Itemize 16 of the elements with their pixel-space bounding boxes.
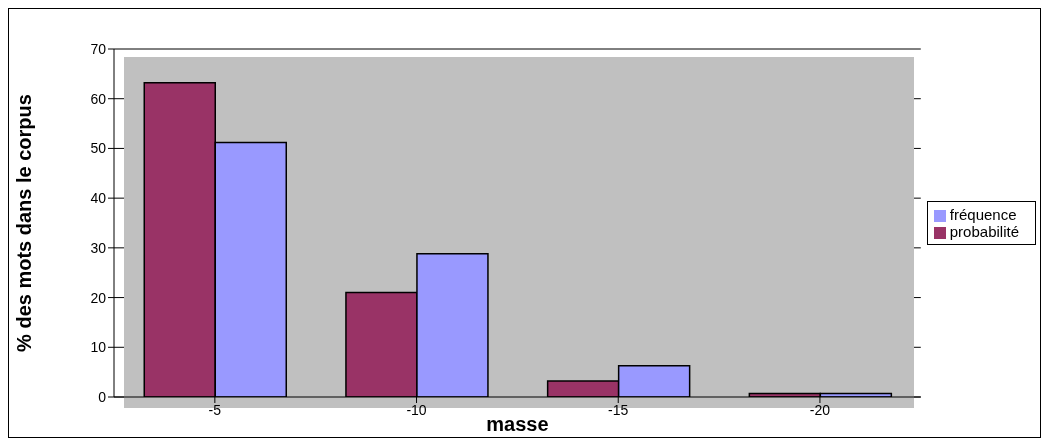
x-tick-label: -5 (208, 401, 222, 418)
y-axis-title: % des mots dans le corpus (13, 94, 36, 352)
y-tick-label: 0 (98, 388, 107, 405)
x-tick-label: -20 (809, 401, 831, 418)
legend-label: fréquence (949, 206, 1017, 223)
y-tick-label: 50 (90, 140, 107, 157)
y-tick-label: 70 (90, 40, 107, 57)
x-axis-title: masse (486, 413, 549, 435)
x-tick-label: -15 (608, 401, 629, 418)
legend-label: probabilité (949, 223, 1019, 240)
y-tick-label: 20 (90, 289, 107, 306)
y-tick-label: 10 (90, 339, 107, 356)
x-tick-label: -10 (406, 401, 427, 418)
y-tick-label: 60 (90, 90, 107, 107)
y-tick-label: 40 (90, 190, 107, 207)
y-tick-label: 30 (90, 239, 107, 256)
